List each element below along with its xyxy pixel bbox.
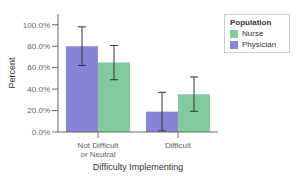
svg-text:Difficulty Implementing: Difficulty Implementing <box>93 162 183 172</box>
svg-text:Not Difficultor Neutral: Not Difficultor Neutral <box>78 141 120 159</box>
svg-text:20.0%: 20.0% <box>27 106 50 115</box>
svg-text:40.0%: 40.0% <box>27 85 50 94</box>
svg-text:Percent: Percent <box>8 57 17 89</box>
svg-text:0.0%: 0.0% <box>32 128 50 137</box>
svg-text:Difficult: Difficult <box>165 141 192 150</box>
svg-text:80.0%: 80.0% <box>27 42 50 51</box>
html-text:Physician: Physician <box>242 40 277 49</box>
svg-text:60.0%: 60.0% <box>27 63 50 72</box>
svg-text:100.0%: 100.0% <box>23 21 50 30</box>
html-text:Population: Population <box>230 18 272 27</box>
html-text:Nurse: Nurse <box>242 29 264 38</box>
